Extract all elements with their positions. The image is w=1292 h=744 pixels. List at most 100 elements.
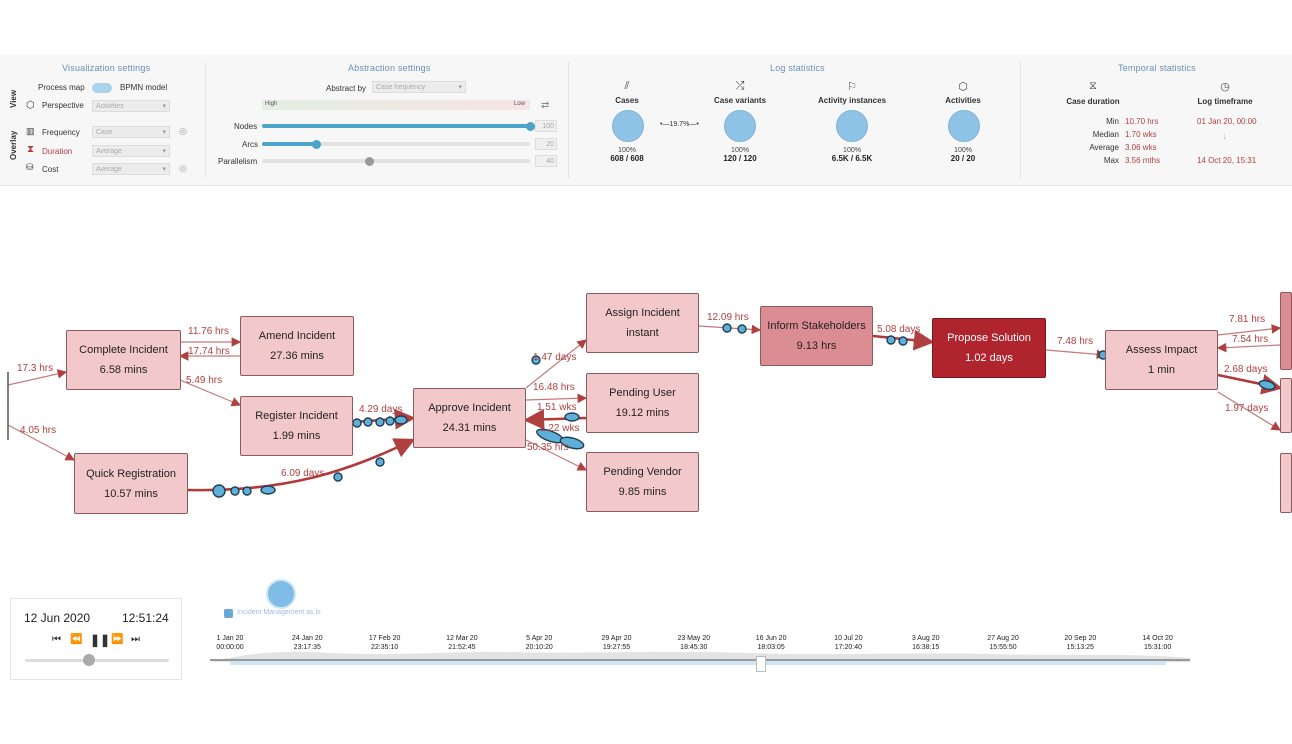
timeline-tick: 16 Jun 20 18:03:05 <box>731 634 811 652</box>
parallelism-slider-knob[interactable] <box>365 157 375 166</box>
skip-back-icon[interactable]: ⏮ <box>52 634 61 645</box>
edge-label: 4.29 days <box>359 404 403 415</box>
abstract-by-label: Abstract by <box>326 84 367 93</box>
log-name: Incident Management as is <box>237 609 321 616</box>
view-toggle[interactable] <box>92 83 112 93</box>
speed-slider-knob[interactable] <box>83 654 95 666</box>
timeline-tick: 5 Apr 20 20:10:20 <box>499 634 579 652</box>
edge-label: 12.09 hrs <box>707 312 749 323</box>
edge-complete-register <box>179 379 242 407</box>
speed-slider[interactable] <box>25 659 169 662</box>
perspective-select[interactable]: Activities <box>92 100 170 113</box>
frequency-select[interactable]: Case <box>92 126 170 139</box>
edge-label: 17.3 hrs <box>17 363 54 374</box>
settings-bar <box>0 55 1292 186</box>
tick-date: 27 Aug 20 <box>987 635 1019 642</box>
token <box>898 336 908 346</box>
token <box>737 324 747 334</box>
max-label: Max <box>1103 156 1119 165</box>
high-label: High <box>265 101 278 107</box>
activity-title: Approve Incident <box>428 402 511 414</box>
activity-node-offscreen[interactable] <box>1280 292 1292 370</box>
tick-time: 23:17:35 <box>293 644 321 651</box>
skip-forward-icon[interactable]: ⏭ <box>131 634 140 645</box>
arcs-slider[interactable] <box>262 142 530 146</box>
pause-icon[interactable]: ❚❚ <box>90 633 111 647</box>
timeline-tick: 10 Jul 20 17:20:40 <box>808 634 888 652</box>
abstract-by-select[interactable]: Case frequency <box>372 81 466 94</box>
activity-node-offscreen[interactable] <box>1280 453 1292 513</box>
low-label: Low <box>514 101 526 107</box>
nodes-label: Nodes <box>234 122 258 131</box>
log-checkbox[interactable] <box>224 609 233 618</box>
activity-duration: 10.57 mins <box>104 487 158 500</box>
duration-select[interactable]: Average <box>92 145 170 158</box>
activity-node-propose-solution[interactable]: Propose Solution 1.02 days <box>932 318 1046 378</box>
edge-label: 1.51 wks <box>537 402 577 413</box>
divider <box>205 62 206 178</box>
fast-forward-icon[interactable]: ⏩ <box>111 634 124 645</box>
edge-label: 1.97 days <box>1225 403 1269 414</box>
cases-label: Cases <box>615 96 639 105</box>
instances-label: Activity instances <box>817 96 887 105</box>
nodes-slider-fill <box>262 124 530 128</box>
arcs-slider-fill <box>262 142 316 146</box>
token <box>385 416 395 426</box>
tick-date: 20 Sep 20 <box>1064 635 1097 642</box>
activity-node-amend-incident[interactable]: Amend Incident 27.36 mins <box>240 316 354 376</box>
arcs-slider-knob[interactable] <box>311 140 321 149</box>
tick-time: 20:10:20 <box>525 644 553 651</box>
activity-duration: 1 min <box>1148 364 1175 376</box>
parallelism-slider[interactable] <box>262 159 530 163</box>
activity-duration: 9.85 mins <box>618 486 667 498</box>
edge-label: 5.08 days <box>877 324 921 335</box>
tick-date: 23 May 20 <box>677 635 711 642</box>
activity-node-pending-vendor[interactable]: Pending Vendor 9.85 mins <box>586 452 699 512</box>
timeline-tick: 12 Mar 20 21:52:45 <box>422 634 502 652</box>
process-map-label: Process map <box>38 83 85 92</box>
edge-assess-out1 <box>1217 324 1282 336</box>
token <box>352 418 362 428</box>
timeline-tick: 20 Sep 20 15:13:25 <box>1040 634 1120 652</box>
cases-value: 100% 608 / 608 <box>587 147 667 163</box>
edge-approve-pvendor <box>525 439 588 471</box>
activity-node-inform-stakeholders[interactable]: Inform Stakeholders 9.13 hrs <box>760 306 873 366</box>
average-value: 3.06 wks <box>1125 143 1157 152</box>
arcs-value[interactable]: 20 <box>535 138 557 150</box>
bar-chart-icon: ▥ <box>26 126 35 136</box>
activity-node-complete-incident[interactable]: Complete Incident 6.58 mins <box>66 330 181 390</box>
tick-date: 24 Jan 20 <box>291 635 323 642</box>
token <box>260 485 276 495</box>
activity-node-assign-incident[interactable]: Assign Incident instant <box>586 293 699 353</box>
activity-node-assess-impact[interactable]: Assess Impact 1 min <box>1105 330 1218 390</box>
activity-node-register-incident[interactable]: Register Incident 1.99 mins <box>240 396 353 456</box>
token <box>559 436 585 450</box>
activity-node-approve-incident[interactable]: Approve Incident 24.31 mins <box>413 388 526 448</box>
edge-label: 5.49 hrs <box>186 375 223 386</box>
activity-node-quick-registration[interactable]: Quick Registration 10.57 mins <box>74 453 188 514</box>
flag-icon: ⚐ <box>847 81 857 93</box>
timeline-range[interactable] <box>230 661 1166 665</box>
abstraction-settings-title: Abstraction settings <box>348 63 431 73</box>
log-statistics-title: Log statistics <box>770 63 825 73</box>
edge-approve-assign <box>525 339 587 389</box>
activity-duration: 24.31 mins <box>442 422 497 434</box>
nodes-slider-knob[interactable] <box>526 122 535 131</box>
cost-select[interactable]: Average <box>92 163 170 176</box>
activity-duration: 6.58 mins <box>99 364 148 376</box>
parallelism-value[interactable]: 40 <box>535 155 557 167</box>
nodes-value[interactable]: 100 <box>535 120 557 132</box>
tick-time: 15:55:50 <box>989 644 1017 651</box>
edge-out2-assess <box>1216 342 1281 353</box>
eye-off-icon[interactable]: ◎ <box>179 163 187 173</box>
edge-approve-puser <box>525 393 588 404</box>
rewind-icon[interactable]: ⏪ <box>70 634 83 645</box>
tick-time: 18:45:30 <box>680 644 708 651</box>
swap-icon[interactable]: ⇄ <box>541 100 550 111</box>
timeline-cursor[interactable] <box>756 656 766 672</box>
activity-node-pending-user[interactable]: Pending User 19.12 mins <box>586 373 699 433</box>
eye-off-icon[interactable]: ◎ <box>179 126 187 136</box>
activity-node-offscreen[interactable] <box>1280 378 1292 433</box>
edge-label: 2.68 days <box>1224 364 1268 375</box>
timeline-tick: 24 Jan 20 23:17:35 <box>267 634 347 652</box>
